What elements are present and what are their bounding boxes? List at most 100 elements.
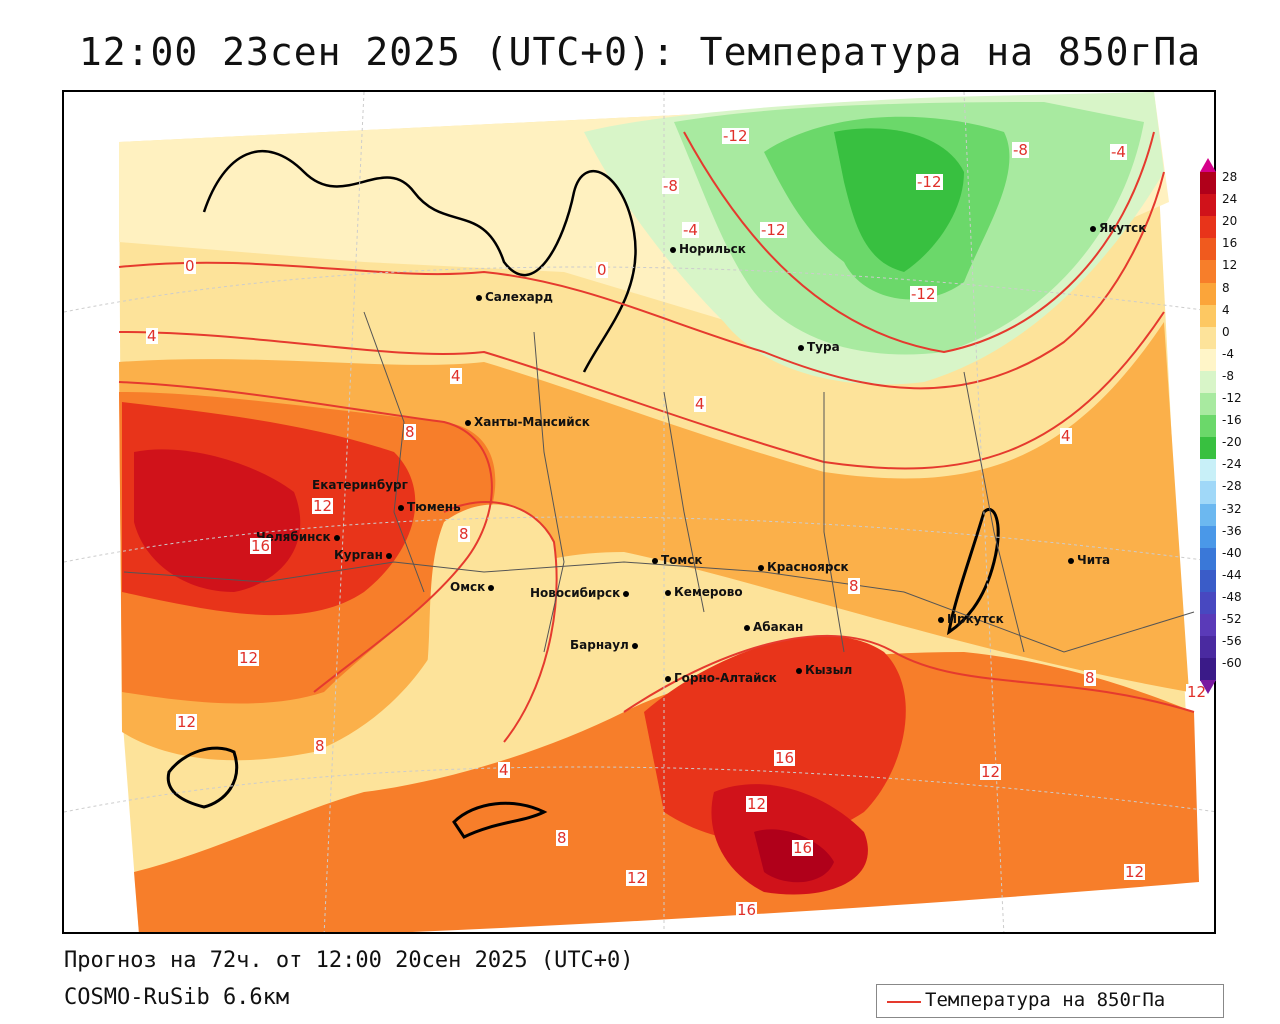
contour-label: 16	[792, 839, 814, 857]
city-label: Ханты-Мансийск	[465, 415, 590, 429]
city-name: Кемерово	[674, 585, 743, 599]
city-name: Норильск	[679, 242, 746, 256]
colorbar-tick-label: 4	[1222, 302, 1230, 317]
contour-label: 12	[626, 869, 648, 887]
city-dot-icon	[398, 504, 404, 511]
city-dot-icon	[623, 590, 630, 597]
city-label: Чита	[1068, 553, 1110, 567]
colorbar-swatch	[1200, 326, 1216, 350]
colorbar-swatch	[1200, 569, 1216, 593]
contour-label: 12	[238, 649, 260, 667]
colorbar-swatch	[1200, 216, 1216, 240]
city-dot-icon	[333, 534, 340, 541]
colorbar-tick-label: -24	[1222, 457, 1242, 472]
contour-label: 4	[146, 327, 158, 345]
contour-label: 8	[404, 423, 416, 441]
contour-label: 4	[694, 395, 706, 413]
colorbar-tick-label: -36	[1222, 523, 1242, 538]
city-name: Кызыл	[805, 663, 853, 677]
city-label: Томск	[652, 553, 703, 567]
city-dot-icon	[476, 294, 482, 301]
colorbar-swatch	[1200, 503, 1216, 527]
city-dot-icon	[665, 675, 671, 682]
city-label: Кызыл	[796, 663, 852, 677]
city-label: Норильск	[670, 242, 746, 256]
city-name: Абакан	[753, 620, 804, 634]
city-label: Якутск	[1090, 221, 1146, 235]
colorbar-swatch	[1200, 525, 1216, 549]
city-dot-icon	[744, 624, 750, 631]
city-dot-icon	[385, 552, 392, 559]
contour-label: 8	[314, 737, 326, 755]
city-label: Иркутск	[938, 612, 1004, 626]
colorbar-tick-label: -32	[1222, 501, 1242, 516]
contour-label: -8	[662, 177, 679, 195]
contour-label: 8	[848, 577, 860, 595]
city-label: Новосибирск	[530, 586, 632, 600]
city-name: Салехард	[485, 290, 553, 304]
colorbar-tick-label: -40	[1222, 545, 1242, 560]
city-name: Тюмень	[407, 500, 461, 514]
legend-line-icon	[887, 1001, 921, 1003]
city-label: Тура	[798, 340, 840, 354]
colorbar-swatch	[1200, 459, 1216, 483]
colorbar-swatch	[1200, 260, 1216, 284]
city-name: Барнаул	[570, 638, 629, 652]
city-name: Иркутск	[947, 612, 1004, 626]
city-label: Красноярск	[758, 560, 849, 574]
colorbar-swatch	[1200, 658, 1216, 682]
colorbar-tick-label: -28	[1222, 479, 1242, 494]
colorbar-swatch	[1200, 238, 1216, 262]
city-name: Тура	[807, 340, 840, 354]
colorbar-tick-label: 24	[1222, 192, 1238, 207]
city-dot-icon	[798, 344, 804, 351]
city-dot-icon	[758, 564, 764, 571]
city-label: Абакан	[744, 620, 803, 634]
colorbar-tick-label: -12	[1222, 391, 1242, 405]
model-name: COSMO-RuSib 6.6км	[64, 985, 290, 1010]
city-name: Курган	[334, 548, 383, 562]
city-name: Екатеринбург	[312, 478, 408, 492]
colorbar-swatch	[1200, 591, 1216, 615]
colorbar-tick-label: -4	[1222, 346, 1234, 361]
city-label: Барнаул	[570, 638, 641, 652]
contour-label: 4	[450, 367, 462, 385]
city-label: Курган	[334, 548, 395, 562]
city-label: Тюмень	[398, 500, 461, 514]
colorbar-tick-label: -20	[1222, 435, 1242, 450]
contour-label: 4	[1060, 427, 1072, 445]
colorbar-swatch	[1200, 348, 1216, 372]
city-label: Горно-Алтайск	[665, 671, 777, 685]
contour-label: 4	[498, 761, 510, 779]
city-dot-icon	[1068, 557, 1074, 564]
contour-label: 16	[774, 749, 796, 767]
contour-label: -12	[910, 285, 937, 303]
colorbar-swatch	[1200, 614, 1216, 638]
colorbar-tick-label: -16	[1222, 413, 1242, 428]
city-dot-icon	[796, 667, 802, 674]
colorbar-swatch	[1200, 172, 1216, 196]
city-dot-icon	[488, 584, 495, 591]
colorbar-tick-label: 16	[1222, 236, 1238, 251]
city-dot-icon	[652, 557, 658, 564]
colorbar-swatch	[1200, 415, 1216, 439]
colorbar-tick-label: -56	[1222, 634, 1242, 649]
city-label: Челябинск	[256, 530, 343, 544]
colorbar-swatch	[1200, 370, 1216, 394]
colorbar-swatch	[1200, 282, 1216, 306]
contour-label: 0	[184, 257, 196, 275]
city-name: Новосибирск	[530, 586, 621, 600]
contour-label: 0	[596, 261, 608, 279]
city-name: Омск	[450, 580, 486, 594]
colorbar-tick-label: -52	[1222, 612, 1242, 626]
city-dot-icon	[938, 616, 944, 623]
contour-label: 8	[1084, 669, 1096, 687]
contour-label: -12	[722, 127, 749, 145]
city-label: Омск	[450, 580, 497, 594]
colorbar-swatch	[1200, 194, 1216, 218]
contour-label: 12	[980, 763, 1002, 781]
colorbar-tick-label: 8	[1222, 280, 1230, 295]
legend-label: Температура на 850гПа	[925, 989, 1166, 1011]
contour-label: 12	[176, 713, 198, 731]
colorbar-swatch	[1200, 304, 1216, 328]
